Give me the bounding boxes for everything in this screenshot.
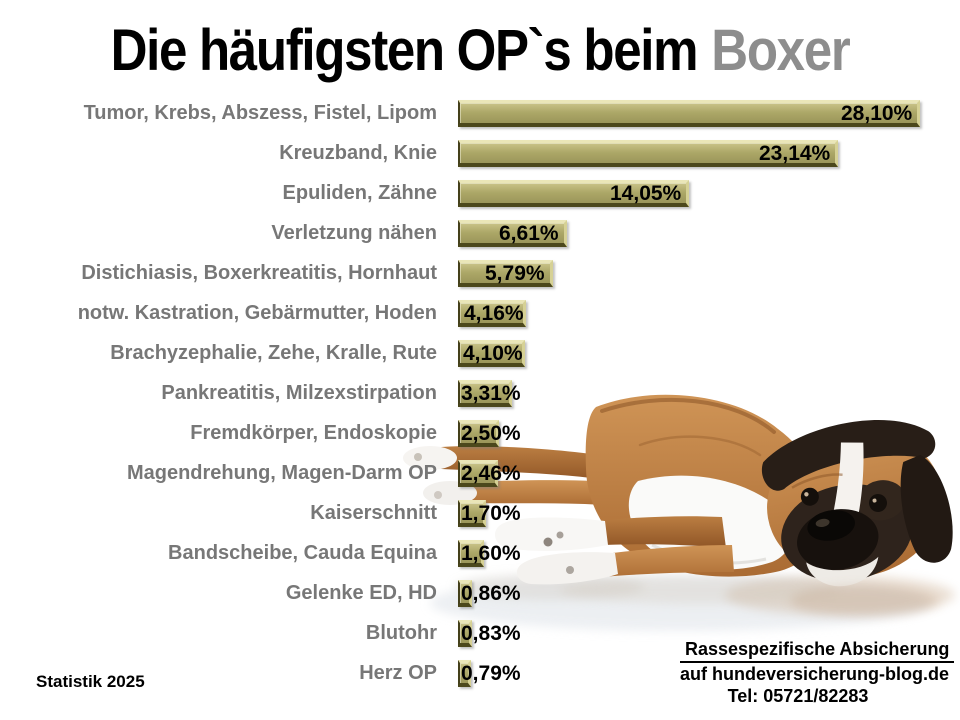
value-bar [458,260,553,287]
value-label: 23,14% [759,142,831,165]
boxer-dog-photo [400,385,960,665]
value-label: 6,61% [499,222,559,245]
category-label: Blutohr [365,622,437,644]
category-label: Fremdkörper, Endoskopie [190,422,437,444]
value-bar [458,460,498,487]
statistics-year-note: Statistik 2025 [36,672,145,691]
value-label: 2,50% [461,422,521,445]
category-label: Gelenke ED, HD [285,582,437,604]
category-label: Epuliden, Zähne [282,182,437,204]
value-label: 14,05% [610,182,682,205]
value-bar [458,500,486,527]
value-bar [458,180,689,207]
category-label: Magendrehung, Magen-Darm OP [126,462,437,484]
value-bar [458,660,471,687]
value-bar [458,220,567,247]
value-label: 5,79% [485,262,545,285]
value-label: 1,70% [461,502,521,525]
value-label: 0,79% [461,662,521,685]
value-bar [458,140,838,167]
value-bar [458,580,472,607]
category-label: Pankreatitis, Milzexstirpation [161,382,437,404]
category-label: Verletzung nähen [271,222,437,244]
value-label: 0,83% [461,622,521,645]
value-bar [458,340,525,367]
value-label: 4,16% [464,302,524,325]
value-bar [458,540,484,567]
category-label: Distichiasis, Boxerkreatitis, Hornhaut [81,262,437,284]
page-title-breed: Boxer [711,17,850,83]
value-bar [458,620,472,647]
dog-front-legs [494,516,734,585]
category-label: Bandscheibe, Cauda Equina [168,542,437,564]
boxer-dog-illustration [403,394,955,631]
page-title-main: Die häufigsten OP`s beim [110,17,699,83]
value-label: 2,46% [461,462,521,485]
category-label: Kreuzband, Knie [279,142,437,164]
value-label: 3,31% [461,382,521,405]
value-bar [458,380,512,407]
category-label: Brachyzephalie, Zehe, Kralle, Rute [110,342,437,364]
insurance-ad-block: Rassespezifische Absicherung auf hundeve… [680,638,955,707]
category-label: notw. Kastration, Gebärmutter, Hoden [77,302,437,324]
dog-head [761,420,953,587]
value-bar [458,300,526,327]
category-label: Kaiserschnitt [310,502,437,524]
ad-line-phone: Tel: 05721/82283 [727,686,869,706]
value-bar [458,100,920,127]
value-bar [458,420,499,447]
value-label: 28,10% [841,102,913,125]
page-title: Die häufigsten OP`s beim Boxer [58,8,903,92]
value-label: 0,86% [461,582,521,605]
value-label: 1,60% [461,542,521,565]
ad-line-heading: Rassespezifische Absicherung [680,638,955,663]
value-label: 4,10% [463,342,523,365]
ad-line-website: auf hundeversicherung-blog.de [680,664,950,684]
category-label: Tumor, Krebs, Abszess, Fistel, Lipom [83,102,437,124]
category-label: Herz OP [359,662,437,684]
